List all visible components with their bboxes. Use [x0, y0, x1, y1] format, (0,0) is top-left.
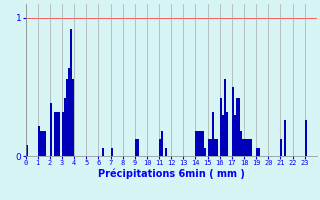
Bar: [44, 131, 46, 156]
Bar: [216, 139, 218, 156]
Bar: [42, 131, 44, 156]
Bar: [40, 131, 42, 156]
Bar: [284, 120, 286, 156]
Bar: [246, 139, 248, 156]
Bar: [242, 139, 244, 156]
Bar: [159, 139, 161, 156]
Bar: [72, 79, 74, 156]
Bar: [165, 148, 167, 156]
Bar: [220, 98, 222, 156]
Bar: [68, 68, 70, 156]
Bar: [199, 131, 202, 156]
Bar: [208, 139, 210, 156]
Bar: [258, 148, 260, 156]
Bar: [66, 79, 68, 156]
Bar: [256, 148, 258, 156]
Bar: [210, 139, 212, 156]
Bar: [50, 103, 52, 156]
Bar: [250, 139, 252, 156]
Bar: [236, 98, 238, 156]
Bar: [58, 112, 60, 156]
Bar: [232, 87, 234, 156]
Bar: [54, 112, 56, 156]
Bar: [202, 131, 204, 156]
Bar: [56, 112, 58, 156]
Bar: [204, 148, 205, 156]
Bar: [226, 112, 228, 156]
Bar: [196, 131, 197, 156]
Bar: [214, 139, 216, 156]
Bar: [62, 112, 64, 156]
Bar: [280, 139, 283, 156]
Bar: [38, 126, 40, 156]
Bar: [238, 98, 240, 156]
Bar: [64, 98, 66, 156]
Bar: [224, 79, 226, 156]
Bar: [248, 139, 250, 156]
Bar: [110, 148, 113, 156]
Bar: [212, 112, 214, 156]
Bar: [161, 131, 163, 156]
Bar: [240, 131, 242, 156]
Bar: [234, 115, 236, 156]
Bar: [244, 139, 246, 156]
Bar: [135, 139, 137, 156]
Bar: [222, 115, 224, 156]
Bar: [102, 148, 104, 156]
Bar: [70, 29, 72, 156]
Bar: [26, 145, 28, 156]
Bar: [137, 139, 139, 156]
Bar: [305, 120, 307, 156]
Bar: [197, 131, 199, 156]
X-axis label: Précipitations 6min ( mm ): Précipitations 6min ( mm ): [98, 169, 244, 179]
